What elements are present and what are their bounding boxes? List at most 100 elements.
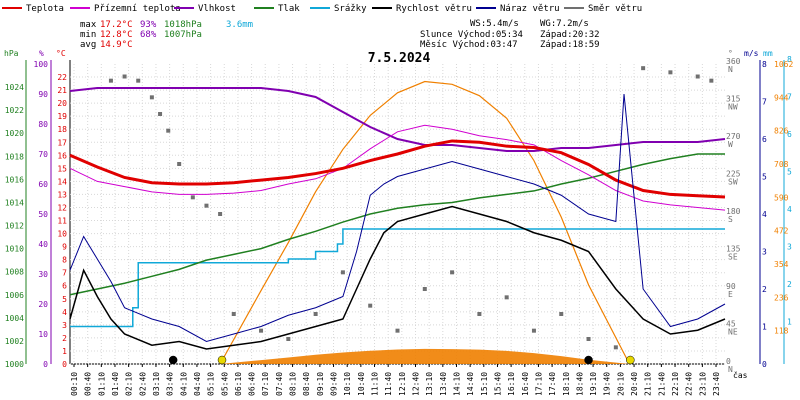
- y-tick-label-dir: 135: [726, 245, 741, 254]
- y-tick-label-temp: 14: [57, 177, 67, 186]
- y-tick-label-solar: 944: [774, 93, 789, 102]
- wind-direction-point: [613, 345, 618, 350]
- x-tick-label: 05:40: [220, 372, 229, 396]
- wind-direction-point: [668, 70, 673, 75]
- chart-date: 7.5.2024: [368, 51, 431, 66]
- y-tick-label-press: 1014: [5, 198, 24, 207]
- sun-moon-marker: [217, 355, 227, 365]
- y-tick-label-temp: 5: [62, 295, 67, 304]
- x-tick-label: 18:10: [562, 372, 571, 396]
- y-tick-label-temp: 9: [62, 243, 67, 252]
- y-tick-label-rain: 5: [787, 168, 792, 177]
- y-tick-label-solar: 708: [774, 160, 789, 169]
- wind-direction-point: [313, 312, 318, 316]
- wind-direction-point: [709, 78, 714, 83]
- unit-pct: %: [39, 49, 44, 58]
- x-tick-label: 02:40: [138, 372, 147, 396]
- y-tick-label-temp: 21: [57, 86, 67, 95]
- y-tick-label-press: 1008: [5, 268, 24, 277]
- y-tick-label-dir: 270: [726, 132, 741, 141]
- x-tick-label: 22:10: [671, 372, 680, 396]
- x-tick-label: 03:10: [152, 372, 161, 396]
- x-tick-label: 03:40: [166, 372, 175, 396]
- wind-direction-point: [395, 328, 400, 333]
- wind-direction-point: [586, 337, 591, 341]
- y-tick-label-dir-name: N: [728, 65, 733, 74]
- wind-direction-point: [641, 66, 646, 71]
- y-tick-label-dir-name: NW: [728, 103, 738, 112]
- wind-direction-point: [108, 78, 113, 83]
- y-tick-label-wind: 2: [762, 285, 767, 294]
- y-tick-label-temp: 4: [62, 308, 67, 317]
- x-tick-label: 20:40: [630, 372, 639, 396]
- y-tick-label-hum: 30: [38, 270, 48, 279]
- sun-moon-marker: [168, 355, 178, 365]
- y-tick-label-dir-name: SE: [728, 253, 738, 262]
- x-tick-label: 09:40: [330, 372, 339, 396]
- wind-direction-point: [286, 337, 291, 341]
- y-tick-label-temp: 15: [57, 164, 67, 173]
- wind-direction-point: [177, 162, 182, 166]
- x-tick-label: 19:40: [603, 372, 612, 396]
- y-tick-label-press: 1020: [5, 129, 24, 138]
- legend-label-temp: Teplota: [26, 4, 64, 14]
- wind-direction-point: [190, 195, 195, 200]
- x-tick-label: 21:10: [644, 372, 653, 396]
- y-tick-label-temp: 8: [62, 256, 67, 265]
- x-tick-label: 12:40: [412, 372, 421, 396]
- x-tick-label: 15:10: [480, 372, 489, 396]
- y-tick-label-press: 1016: [5, 175, 24, 184]
- y-tick-label-temp: 6: [62, 282, 67, 291]
- y-tick-label-hum: 50: [38, 210, 48, 219]
- stats-avg-label: avg: [80, 40, 96, 50]
- stats-max-hum: 93%: [140, 20, 157, 30]
- y-tick-label-press: 1010: [5, 245, 24, 254]
- y-tick-label-rain: 7: [787, 93, 792, 102]
- y-tick-label-dir: 0: [726, 357, 731, 366]
- wind-direction-point: [218, 212, 223, 216]
- sun-moon-marker: [584, 355, 593, 365]
- x-tick-label: 01:10: [97, 372, 106, 396]
- y-tick-label-hum: 10: [38, 330, 48, 339]
- y-tick-label-dir-name: S: [728, 215, 733, 224]
- y-tick-label-temp: 13: [57, 190, 67, 199]
- y-tick-label-wind: 1: [762, 323, 767, 332]
- y-tick-label-temp: 17: [57, 138, 67, 147]
- y-tick-label-press: 1018: [5, 152, 24, 161]
- wind-direction-point: [231, 312, 236, 316]
- y-tick-label-solar: 354: [774, 260, 789, 269]
- wind-direction-point: [531, 328, 536, 333]
- y-tick-label-temp: 20: [57, 99, 67, 108]
- stats-max-press: 1018hPa: [164, 20, 202, 30]
- wind-direction-point: [259, 328, 264, 333]
- y-tick-label-temp: 22: [57, 73, 67, 82]
- x-tick-label: 22:40: [685, 372, 694, 396]
- y-tick-label-wind: 6: [762, 135, 767, 144]
- y-tick-label-press: 1004: [5, 314, 24, 323]
- y-tick-label-dir: 360: [726, 57, 741, 66]
- legend-label-dir: Směr větru: [588, 4, 642, 14]
- y-tick-label-temp: 7: [62, 269, 67, 278]
- rain-series: [70, 228, 725, 328]
- x-tick-label: 07:10: [261, 372, 270, 396]
- y-tick-label-solar: 236: [774, 293, 789, 302]
- x-tick-label: 07:40: [275, 372, 284, 396]
- wind-direction-point: [158, 112, 163, 116]
- y-tick-label-press: 1006: [5, 291, 24, 300]
- y-tick-label-hum: 90: [38, 90, 48, 99]
- y-tick-label-wind: 8: [762, 60, 767, 69]
- y-tick-label-rain: 1: [787, 318, 792, 327]
- y-tick-label-dir: 225: [726, 170, 741, 179]
- y-tick-label-press: 1022: [5, 106, 24, 115]
- info-block: WS:5.4m/s WG:7.2m/s Slunce Východ:05:34 …: [420, 19, 600, 50]
- unit-ms: m/s: [744, 49, 759, 58]
- wind-direction-point: [149, 95, 154, 100]
- wind-direction-point: [368, 303, 373, 308]
- x-tick-label: 08:10: [289, 372, 298, 396]
- y-tick-label-solar: 472: [774, 227, 789, 236]
- solar-radiation-area: [220, 348, 630, 364]
- y-tick-label-rain: 3: [787, 243, 792, 252]
- legend-label-wind: Rychlost větru: [396, 4, 472, 14]
